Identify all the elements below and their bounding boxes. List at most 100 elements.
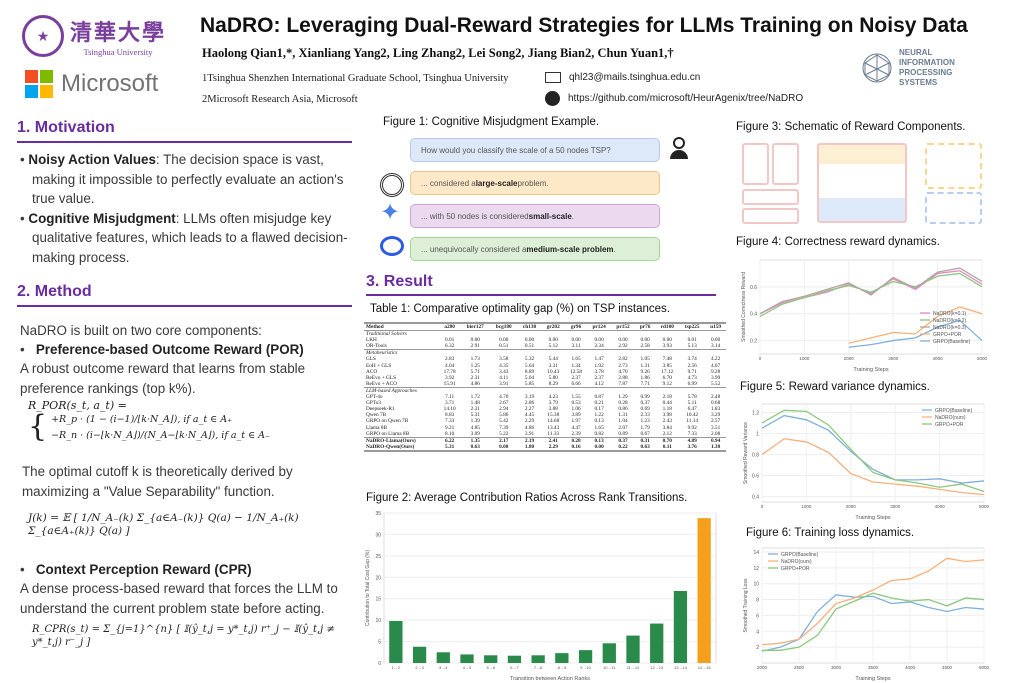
x-tick-label: 5000 (977, 356, 988, 361)
table-cell: 2.37 (594, 374, 604, 381)
table-cell: 0.70 (662, 437, 672, 444)
table-cell: 1.55 (571, 394, 581, 401)
table-cell: 2.19 (524, 437, 535, 444)
figure6-caption: Figure 6: Training loss dynamics. (746, 527, 915, 539)
x-tick-label: 5000 (979, 504, 990, 509)
table-cell: 17.12 (661, 368, 674, 375)
table-cell: 1.25 (470, 362, 480, 369)
bar (650, 623, 664, 663)
table-cell: 0.13 (594, 437, 604, 444)
table-cell: 2.27 (524, 406, 535, 413)
copilot-icon (380, 236, 404, 256)
table-cell: 1.34 (571, 362, 581, 369)
chatgpt-icon (380, 173, 404, 197)
bar (602, 643, 616, 663)
legend-label: NaDRO(k=0.3) (933, 325, 967, 331)
x-tick-label: 4000 (905, 665, 916, 670)
x-tick-label: 2000 (757, 665, 768, 670)
table-cell: 0.00 (571, 337, 581, 344)
legend-label: NaDRO(k=0.2) (933, 318, 967, 324)
method-name: OR-Tools (366, 343, 387, 350)
table-row: GPT-4o 7.11 1.72 4.70 3.19 4.23 1.55 0.87 1.29 0.… (364, 394, 726, 400)
x-tick-label: 4000 (935, 504, 946, 509)
table-cell: 4.89 (687, 437, 697, 444)
table-cell: 14.68 (547, 418, 560, 425)
table-cell: 0.00 (524, 337, 535, 344)
table-cell: 3.29 (710, 412, 721, 419)
y-tick-label: 0.2 (750, 339, 757, 345)
table-group-row (364, 436, 726, 438)
table-cell: 7.48 (662, 356, 672, 363)
x-tick-label: 5000 (979, 665, 990, 670)
table-cell: 5.71 (470, 368, 480, 375)
group-label: Metaheuristics (364, 349, 726, 357)
table-cell: 2.17 (499, 437, 509, 444)
table-cell: 4.85 (470, 424, 480, 431)
github-link[interactable]: https://github.com/microsoft/HeurAgenix/… (568, 93, 804, 104)
table-cell: 4.23 (548, 394, 558, 401)
table-cell: 2.94 (499, 406, 509, 413)
figure6-line-chart: 2 4 6 8 10 12 14 Smoothed Training Loss Training… (743, 547, 990, 682)
table-cell: 1.31 (618, 412, 628, 419)
table-cell: 1.48 (470, 400, 480, 407)
series-line (848, 306, 983, 344)
schematic-question-box (742, 189, 799, 205)
y-tick-label: 8 (756, 598, 759, 604)
table-cell: 7.33 (687, 430, 697, 437)
table-cell: 1.80 (524, 443, 535, 450)
table-cell: 5.64 (524, 362, 535, 369)
table-cell: 3.74 (687, 356, 697, 363)
x-tick-label: 1→2 (392, 665, 401, 670)
table-cell: 3.91 (499, 380, 509, 387)
series-line (761, 409, 985, 493)
por-title-text: Preference-based Outcome Reward (POR) (35, 342, 304, 357)
por-description: A robust outcome reward that learns from… (20, 361, 306, 396)
table-cell: 3.99 (710, 374, 721, 381)
schematic-question-box (742, 208, 799, 224)
table-cell: 5.86 (499, 412, 509, 419)
y-axis-label: Smoothed Training Loss (743, 578, 749, 632)
answer-box: ... considered a large-scale problem. (410, 171, 660, 195)
figure3-schematic (742, 143, 982, 225)
y-axis-label: Smoothed Reward Variance (743, 422, 749, 484)
table-cell: 3.78 (594, 368, 604, 375)
x-tick-label: 9→10 (580, 665, 591, 670)
x-axis-label: Transition between Action Ranks (510, 676, 590, 682)
x-axis-label: Training Steps (855, 676, 891, 682)
por-case-positive: +R_p · (1 − (i−1)/⌊k·N_A⌋), if a_t ∈ A₊ (51, 413, 233, 425)
table-cell: 12.58 (570, 368, 583, 375)
bar (531, 655, 545, 663)
table-cell: 3.58 (499, 356, 509, 363)
y-tick-label: 0 (378, 661, 381, 667)
table-cell: 5.13 (687, 343, 697, 350)
x-tick-label: 3→4 (439, 665, 448, 670)
y-tick-label: 1 (756, 432, 759, 438)
bar (507, 655, 522, 663)
table-cell: 0.86 (618, 406, 628, 413)
table-cell: 10.43 (547, 368, 560, 375)
bar (673, 591, 688, 663)
table-row: Llama 8B 9.21 4.85 7.39 4.86 13.43 4.47 1.65 2.0… (364, 425, 726, 431)
motivation-bullets: • Noisy Action Values: The decision spac… (20, 150, 360, 267)
series-line (848, 319, 983, 348)
table-cell: 3.88 (548, 406, 558, 413)
table-cell: 1.83 (710, 406, 721, 413)
table-cell: 2.31 (470, 374, 480, 381)
table-cell: 5.12 (548, 343, 558, 350)
table-header-row: Method a280 bier127 bcg180 ch130 gr202 gr96 pr1… (364, 323, 726, 331)
table-cell: 0.67 (640, 430, 650, 437)
column-header: Method (366, 324, 384, 330)
table-cell: 0.01 (445, 337, 455, 344)
table-cell: 13.43 (547, 424, 560, 431)
email-link[interactable]: qhl23@mails.tsinghua.edu.cn (569, 72, 701, 83)
table-cell: 1.65 (571, 356, 581, 363)
x-tick-label: 8→9 (558, 665, 567, 670)
column-header: gr96 (570, 324, 582, 330)
table-cell: 14.10 (443, 406, 456, 413)
table-cell: 5.04 (524, 374, 535, 381)
table-cell: 5.31 (470, 412, 480, 419)
x-tick-label: 1000 (799, 356, 810, 361)
series-line (759, 267, 983, 315)
table-cell: 5.44 (548, 356, 558, 363)
table-cell: 6.22 (445, 437, 455, 444)
